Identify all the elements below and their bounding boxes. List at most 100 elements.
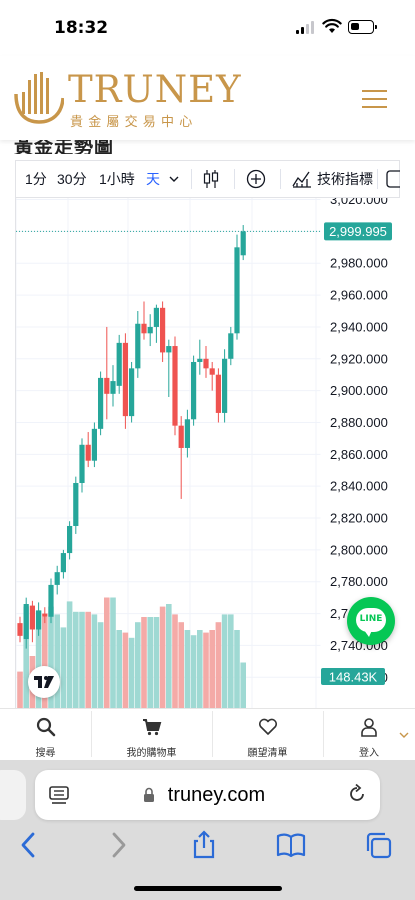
wifi-icon <box>322 18 342 33</box>
tradingview-logo[interactable] <box>28 666 60 698</box>
tradingview-icon <box>34 676 54 688</box>
candle-body <box>228 333 234 359</box>
logo-mark-icon <box>14 72 64 124</box>
home-indicator <box>134 886 282 891</box>
volume-bar <box>141 617 147 708</box>
price-chart[interactable]: 3,020.0003,000.0002,980.0002,960.0002,94… <box>15 198 400 708</box>
candle-body <box>135 323 141 369</box>
search-icon <box>36 717 55 737</box>
price-tick-label: 2,840.000 <box>330 479 388 494</box>
volume-bar <box>147 617 153 708</box>
price-tick-label: 2,960.000 <box>330 288 388 303</box>
candle-body <box>23 604 29 640</box>
volume-bar <box>203 632 209 708</box>
back-icon[interactable] <box>14 830 44 860</box>
candle-body <box>147 326 153 334</box>
candle-body <box>184 419 190 448</box>
snapshot-icon[interactable] <box>386 170 400 188</box>
price-tick-label: 2,900.000 <box>330 383 388 398</box>
volume-bar <box>97 622 104 708</box>
brand-name: TRUNEY <box>68 68 242 111</box>
indicators-button[interactable]: 技術指標 <box>317 171 373 187</box>
volume-bar <box>104 597 110 708</box>
volume-bar <box>209 630 215 708</box>
volume-bar <box>234 630 240 708</box>
nav-search[interactable]: 搜尋 <box>0 709 91 761</box>
price-tick-label: 2,800.000 <box>330 542 388 557</box>
share-icon[interactable] <box>189 830 219 860</box>
address-bar[interactable]: truney.com <box>35 770 380 820</box>
line-label: LINE <box>359 614 383 624</box>
interval-1m[interactable]: 1分 <box>25 171 47 187</box>
candle-body <box>17 623 23 636</box>
brand-logo[interactable]: TRUNEY 貴金屬交易中心 <box>14 70 241 130</box>
page-title: 黃金走勢圖 <box>14 140 314 154</box>
line-chat-button[interactable]: LINE <box>347 597 395 645</box>
previous-tab[interactable] <box>0 770 26 820</box>
volume-bar <box>166 604 172 708</box>
price-tick-label: 2,980.000 <box>330 256 388 271</box>
candle-type-icon[interactable] <box>202 169 220 189</box>
bottom-nav: 搜尋 我的購物車 願望清單 登入 <box>0 708 415 760</box>
candle-body <box>172 346 178 426</box>
forward-icon[interactable] <box>103 830 133 860</box>
volume-bar <box>178 622 184 708</box>
add-compare-icon[interactable] <box>246 169 266 189</box>
price-tick-label: 2,820.000 <box>330 511 388 526</box>
volume-bar <box>73 611 79 708</box>
candle-body <box>48 584 54 617</box>
interval-1d[interactable]: 天 <box>146 171 160 187</box>
page-title-text: 黃金走勢圖 <box>14 140 115 154</box>
chevron-down-icon[interactable] <box>399 731 409 739</box>
candle-body <box>222 358 228 413</box>
price-tick-label: 2,780.000 <box>330 574 388 589</box>
price-tick-label: 2,860.000 <box>330 447 388 462</box>
status-bar: 18:32 <box>0 0 415 56</box>
candle-body <box>54 572 60 585</box>
volume-bar <box>128 637 135 708</box>
reload-icon[interactable] <box>346 783 368 805</box>
nav-wishlist[interactable]: 願望清單 <box>212 709 323 761</box>
candle-body <box>166 346 172 353</box>
cart-icon <box>142 719 161 736</box>
heart-icon <box>258 718 277 735</box>
candle-body <box>215 374 221 413</box>
candle-body <box>191 361 197 420</box>
user-icon <box>361 718 377 737</box>
volume-bar <box>17 671 23 708</box>
last-price-badge <box>324 222 392 241</box>
candle-body <box>104 377 110 394</box>
nav-cart[interactable]: 我的購物車 <box>91 709 212 761</box>
tabs-icon[interactable] <box>364 830 394 860</box>
interval-1h[interactable]: 1小時 <box>99 171 135 187</box>
candle-body <box>79 444 85 483</box>
candle-body <box>110 381 116 394</box>
chevron-down-icon[interactable] <box>169 175 179 183</box>
volume-bar <box>35 610 42 708</box>
volume-bar <box>60 627 67 708</box>
nav-login[interactable]: 登入 <box>323 709 415 761</box>
candle-body <box>91 428 97 461</box>
interval-30m[interactable]: 30分 <box>57 171 87 187</box>
volume-bar <box>23 606 29 708</box>
bookmarks-icon[interactable] <box>276 830 306 860</box>
indicators-icon[interactable] <box>292 170 312 188</box>
volume-bar <box>85 611 91 708</box>
candle-body <box>160 307 166 353</box>
status-time: 18:32 <box>54 18 109 38</box>
price-tick-label: 2,920.000 <box>330 351 388 366</box>
menu-icon[interactable] <box>362 90 387 108</box>
candlestick-chart[interactable]: 3,020.0003,000.0002,980.0002,960.0002,94… <box>16 198 400 708</box>
last-price-label: 2,999.995 <box>329 224 387 239</box>
signal-icon <box>296 21 316 34</box>
brand-subtitle: 貴金屬交易中心 <box>70 115 198 130</box>
volume-bar <box>42 617 48 708</box>
volume-bar <box>228 614 234 708</box>
candle-body <box>98 377 104 429</box>
volume-bar <box>79 611 85 708</box>
volume-bar <box>190 635 197 708</box>
page-menu-icon[interactable] <box>49 785 69 805</box>
candle-body <box>209 368 215 375</box>
volume-bar <box>153 617 160 708</box>
